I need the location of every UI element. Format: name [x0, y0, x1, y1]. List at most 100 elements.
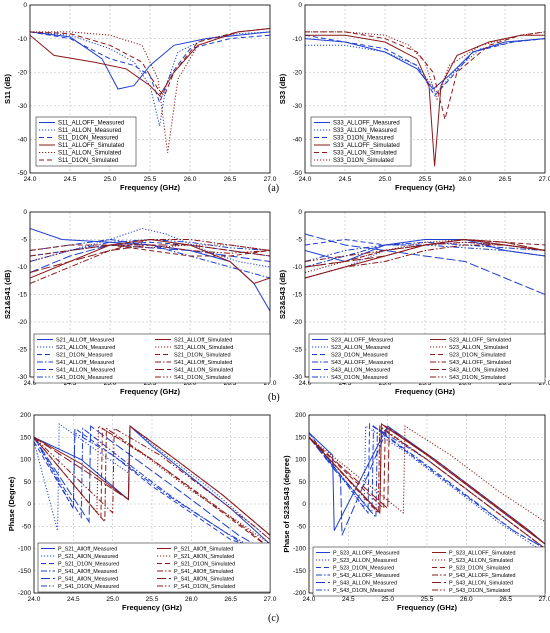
- y-axis-label: S33 (dB): [278, 73, 287, 104]
- series-line-s23-allon-simulated: [305, 238, 545, 273]
- legend-label: P_S41_AllOff_Measured: [58, 569, 117, 575]
- legend-label: P_S43_ALLON_Simulated: [449, 581, 513, 587]
- series-line-s21-d1on-simulated: [30, 244, 270, 257]
- legend-label: S23_ALLON_Simulated: [449, 345, 508, 351]
- x-tick-label: 25.0: [104, 176, 117, 183]
- y-tick-label: -30: [293, 374, 303, 381]
- legend-label: P_S21_AllON_Measured: [58, 554, 118, 560]
- legend-label: S41_ALLON_Simulated: [174, 368, 233, 374]
- chart-phase-s21-s41: 24.0 24.5 25.0 25.5 26.0 26.5 27.0 200 150 100 50 0…: [7, 412, 277, 612]
- y-tick-label: -50: [297, 523, 307, 530]
- legend-label: S23_D1ON_Simulated: [449, 353, 506, 359]
- legend-label: S33_ALLOFF_Simulated: [333, 143, 400, 149]
- x-tick-label: 24.0: [299, 176, 312, 183]
- x-tick-label: 26.0: [184, 176, 197, 183]
- caption-b: (b): [268, 392, 280, 403]
- legend-label: S23_ALLOFF_Simulated: [449, 338, 511, 344]
- legend-label: P_S43_ALLON_Measured: [333, 581, 397, 587]
- legend-label: P_S23_ALLOFF_Measured: [333, 551, 400, 557]
- caption-a: (a): [268, 183, 280, 194]
- legend-label: S43_ALLOFF_Simulated: [449, 360, 511, 366]
- legend-label: P_S41_D1ON_Simulated: [174, 584, 235, 590]
- y-tick-label: -30: [293, 103, 303, 110]
- legend-label: S11_ALLON_Simulated: [58, 151, 121, 157]
- legend-label: P_S21_D1ON_Measured: [58, 562, 119, 568]
- x-tick-label: 27.0: [539, 380, 550, 387]
- legend-label: S21_ALLOff_Simulated: [174, 338, 232, 344]
- series-line-p-s23-d1on-measured: [309, 422, 545, 549]
- y-tick-label: -30: [18, 103, 28, 110]
- x-tick-label: 25.5: [146, 596, 159, 603]
- series-line-p-s41-alloff-simulated: [34, 427, 270, 549]
- series-line-p-s23-allon-measured: [309, 425, 545, 554]
- x-tick-label: 26.0: [459, 176, 472, 183]
- y-tick-label: -100: [18, 546, 31, 553]
- y-tick-label: -20: [293, 69, 303, 76]
- chart-s23-s43: 24.0 24.5 25.0 25.5 26.0 26.5 27.0 0 -5 -10 -15 -20…: [278, 209, 550, 396]
- series-line-s33-d1on-simulated: [305, 31, 545, 101]
- y-tick-label: -10: [293, 36, 303, 43]
- legend-label: P_S41_AllON_Measured: [58, 577, 118, 583]
- legend-label: P_S43_D1ON_Simulated: [449, 588, 510, 594]
- legend-label: P_S43_D1ON_Measured: [333, 588, 394, 594]
- x-tick-label: 27.0: [539, 596, 550, 603]
- legend-label: S11_ALLON_Measured: [58, 128, 121, 134]
- legend-label: P_S21_AllOff_Measured: [58, 547, 117, 553]
- x-axis-label: Frequency (GHz): [120, 183, 181, 192]
- y-tick-label: -5: [21, 237, 27, 244]
- y-tick-label: -40: [18, 137, 28, 144]
- y-tick-label: -50: [22, 523, 32, 530]
- legend-label: P_S23_ALLON_Measured: [333, 558, 397, 564]
- x-tick-label: 24.0: [24, 176, 37, 183]
- series-line-p-s43-d1on-simulated: [309, 427, 545, 549]
- series-line-p-s41-allon-measured: [34, 425, 270, 554]
- legend-label: S41_ALLOff_Measured: [56, 360, 114, 366]
- x-tick-label: 25.5: [144, 380, 157, 387]
- legend-label: S33_ALLON_Measured: [333, 128, 397, 134]
- legend-label: S33_ALLOFF_Measured: [333, 121, 400, 127]
- y-tick-label: 50: [299, 479, 307, 486]
- y-axis-label: S21&S41 (dB): [3, 269, 12, 319]
- series-line-s33-alloff-measured: [305, 38, 545, 90]
- y-tick-label: -50: [293, 170, 303, 177]
- series-line-s21-alloff-simulated: [30, 238, 270, 285]
- series-line-p-s41-d1on-simulated: [34, 427, 270, 540]
- x-tick-label: 25.0: [381, 596, 394, 603]
- x-tick-label: 26.0: [459, 380, 472, 387]
- legend-label: S21_D1ON_Simulated: [174, 353, 231, 359]
- legend-label: P_S23_ALLOFF_Simulated: [449, 551, 516, 557]
- series-line-s43-allon-measured: [305, 233, 545, 295]
- series-line-s11-allon-simulated: [30, 28, 270, 153]
- series-line-p-s43-allon-simulated: [309, 427, 545, 545]
- y-tick-label: -40: [293, 137, 303, 144]
- legend-label: S21_ALLON_Simulated: [174, 345, 233, 351]
- x-tick-label: 24.5: [339, 176, 352, 183]
- caption-c: (c): [268, 613, 280, 624]
- y-tick-label: 0: [23, 2, 27, 9]
- y-axis-label: S23&S43 (dB): [278, 269, 287, 319]
- y-tick-label: -15: [293, 292, 303, 299]
- series-line-p-s23-d1on-simulated: [309, 425, 545, 545]
- y-tick-label: 150: [20, 434, 31, 441]
- legend-label: S23_ALLON_Measured: [331, 345, 390, 351]
- y-tick-label: 0: [23, 209, 27, 216]
- legend-label: S43_ALLON_Measured: [331, 368, 390, 374]
- y-tick-label: -20: [293, 319, 303, 326]
- y-tick-label: 0: [298, 2, 302, 9]
- legend-label: S33_D1ON_Simulated: [333, 158, 394, 164]
- y-tick-label: 200: [295, 412, 306, 419]
- series-line-s43-d1on-simulated: [305, 241, 545, 262]
- legend-box: [308, 333, 546, 384]
- legend-label: P_S23_ALLON_Simulated: [449, 558, 513, 564]
- x-tick-label: 26.5: [224, 596, 237, 603]
- series-line-s33-alloff-simulated: [305, 34, 545, 167]
- legend-label: S21_D1ON_Measured: [56, 353, 113, 359]
- legend-box: [33, 333, 271, 384]
- x-axis-label: Frequency (GHz): [122, 603, 183, 612]
- x-tick-label: 24.0: [28, 596, 41, 603]
- y-axis-label: Phase of S23&S43 (degree): [282, 455, 291, 553]
- x-tick-label: 26.5: [224, 380, 237, 387]
- legend-label: P_S41_AllON_Simulated: [174, 577, 234, 583]
- x-tick-label: 25.5: [421, 596, 434, 603]
- legend-label: P_S21_AllOff_Simulated: [174, 547, 233, 553]
